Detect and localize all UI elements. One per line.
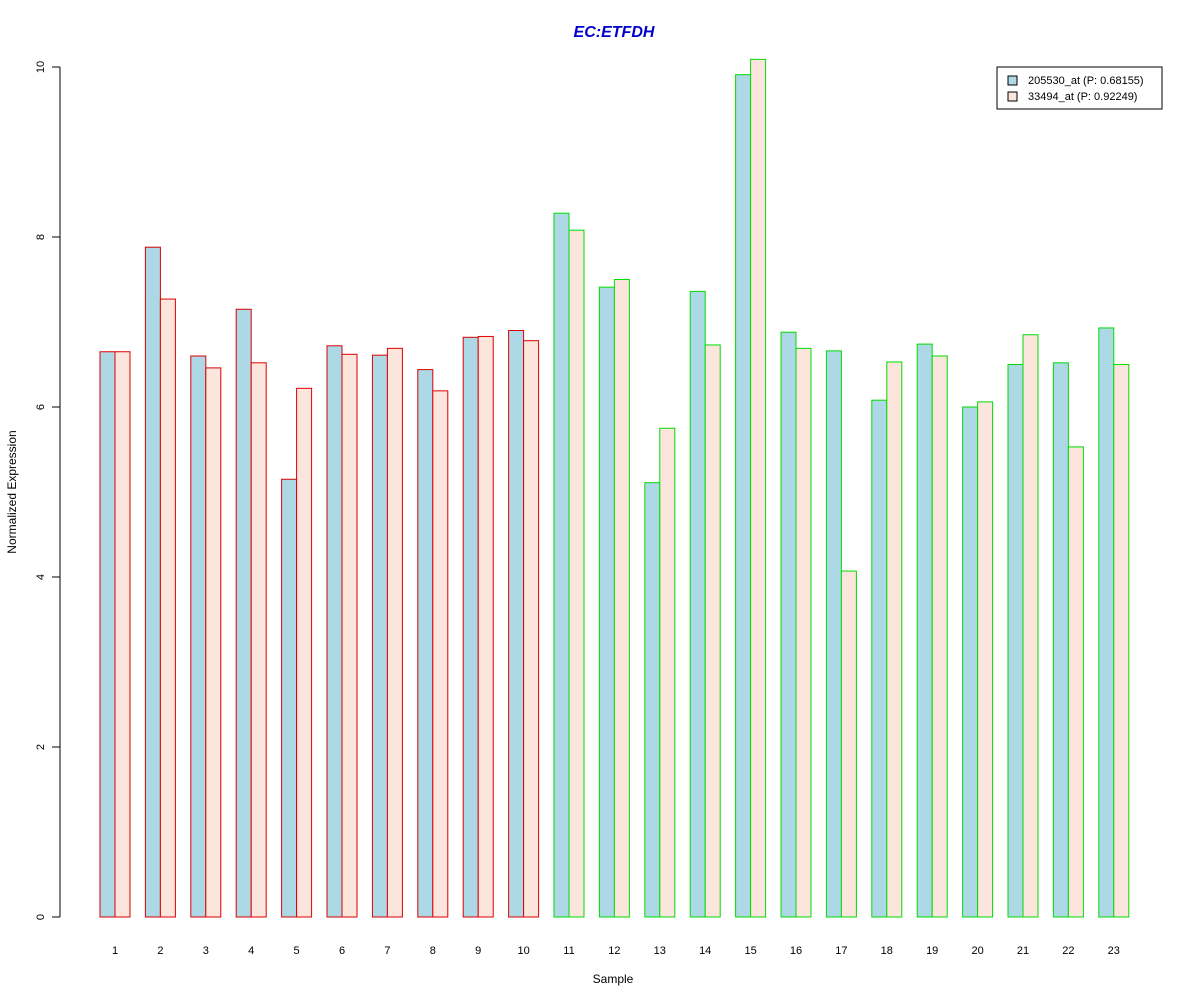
- x-tick-label: 12: [608, 945, 620, 957]
- bar-series-2-sample-17: [840, 570, 857, 918]
- bars-group: [99, 58, 1130, 918]
- bar-series-2-sample-4: [250, 362, 267, 918]
- bar-series-1-sample-5: [281, 478, 298, 918]
- x-tick-labels: 1 2 3 4 5 6 7 8 9 10 11 12 13 14 15 16 17 18 19 20 21 22 23: [112, 945, 1120, 957]
- y-tick-label: 6: [35, 404, 47, 410]
- x-tick-label: 4: [248, 945, 254, 957]
- bar-series-1-sample-22: [1052, 362, 1069, 918]
- bar-series-1-sample-10: [508, 330, 525, 918]
- x-tick-label: 9: [475, 945, 481, 957]
- bar-series-2-sample-1: [114, 351, 131, 918]
- legend-label-1: 205530_at (P: 0.68155): [1028, 75, 1144, 87]
- x-tick-label: 19: [926, 945, 938, 957]
- x-tick-label: 14: [699, 945, 711, 957]
- x-tick-label: 13: [654, 945, 666, 957]
- y-axis-label: Normalized Expression: [5, 430, 19, 553]
- x-tick-label: 23: [1108, 945, 1120, 957]
- x-tick-label: 20: [971, 945, 983, 957]
- legend-label-2: 33494_at (P: 0.92249): [1028, 91, 1137, 103]
- bar-series-2-sample-2: [159, 298, 176, 918]
- y-tick-label: 10: [35, 61, 47, 73]
- x-tick-label: 2: [157, 945, 163, 957]
- bar-series-1-sample-7: [371, 354, 388, 918]
- bar-series-2-sample-20: [977, 401, 994, 918]
- bar-series-2-sample-19: [931, 355, 948, 918]
- bar-series-2-sample-13: [659, 427, 676, 918]
- legend-swatch-1: [1007, 75, 1018, 86]
- x-tick-label: 8: [430, 945, 436, 957]
- bar-series-1-sample-8: [417, 369, 434, 918]
- bar-series-2-sample-22: [1067, 446, 1084, 918]
- y-axis: 0 2 4 6 8 10: [35, 61, 61, 920]
- bar-series-1-sample-20: [962, 406, 979, 918]
- legend-swatch-2: [1007, 91, 1018, 102]
- bar-series-1-sample-19: [916, 343, 933, 918]
- bar-series-1-sample-4: [235, 308, 252, 918]
- x-tick-label: 11: [563, 945, 574, 957]
- bar-series-1-sample-18: [871, 399, 888, 918]
- bar-series-2-sample-12: [613, 279, 630, 918]
- x-tick-label: 1: [112, 945, 118, 957]
- x-tick-label: 16: [790, 945, 802, 957]
- bar-series-2-sample-9: [477, 335, 494, 918]
- bar-series-2-sample-7: [386, 347, 403, 918]
- x-tick-label: 18: [881, 945, 893, 957]
- legend-box: [996, 66, 1163, 110]
- bar-series-1-sample-1: [99, 351, 116, 918]
- bar-series-1-sample-12: [598, 286, 615, 918]
- bar-series-2-sample-21: [1022, 334, 1039, 918]
- y-tick-label: 8: [35, 234, 47, 240]
- bar-series-2-sample-15: [750, 58, 767, 918]
- bar-series-2-sample-10: [523, 340, 540, 918]
- bar-series-1-sample-9: [462, 336, 479, 918]
- bar-series-1-sample-15: [735, 74, 752, 918]
- x-tick-label: 22: [1062, 945, 1074, 957]
- bar-series-1-sample-6: [326, 345, 343, 918]
- bar-series-2-sample-14: [704, 344, 721, 918]
- x-tick-label: 10: [517, 945, 529, 957]
- x-tick-label: 15: [744, 945, 756, 957]
- bar-series-1-sample-11: [553, 212, 570, 918]
- bar-series-1-sample-23: [1098, 327, 1115, 918]
- bar-series-1-sample-13: [644, 482, 661, 918]
- y-tick-label: 4: [35, 574, 47, 580]
- x-axis-label: Sample: [593, 972, 634, 986]
- bar-series-2-sample-23: [1113, 364, 1130, 918]
- bar-series-1-sample-3: [190, 355, 207, 918]
- bar-series-2-sample-18: [886, 361, 903, 918]
- legend: 205530_at (P: 0.68155) 33494_at (P: 0.922…: [996, 66, 1163, 110]
- x-tick-label: 6: [339, 945, 345, 957]
- bar-series-2-sample-5: [296, 387, 313, 918]
- bar-series-1-sample-16: [780, 331, 797, 918]
- bar-series-2-sample-8: [432, 390, 449, 918]
- x-tick-label: 21: [1017, 945, 1029, 957]
- x-tick-label: 3: [203, 945, 209, 957]
- chart-title: EC:ETFDH: [574, 24, 655, 41]
- bar-series-1-sample-17: [825, 350, 842, 918]
- bar-series-2-sample-6: [341, 353, 358, 918]
- bar-series-1-sample-2: [144, 246, 161, 918]
- x-tick-label: 5: [294, 945, 300, 957]
- y-tick-label: 0: [35, 914, 47, 920]
- bar-series-2-sample-3: [205, 367, 222, 918]
- x-tick-label: 17: [835, 945, 847, 957]
- x-tick-label: 7: [384, 945, 390, 957]
- bar-series-2-sample-11: [568, 229, 585, 918]
- bar-series-1-sample-14: [689, 290, 706, 918]
- y-tick-label: 2: [35, 744, 47, 750]
- bar-series-2-sample-16: [795, 347, 812, 918]
- bar-series-1-sample-21: [1007, 364, 1024, 918]
